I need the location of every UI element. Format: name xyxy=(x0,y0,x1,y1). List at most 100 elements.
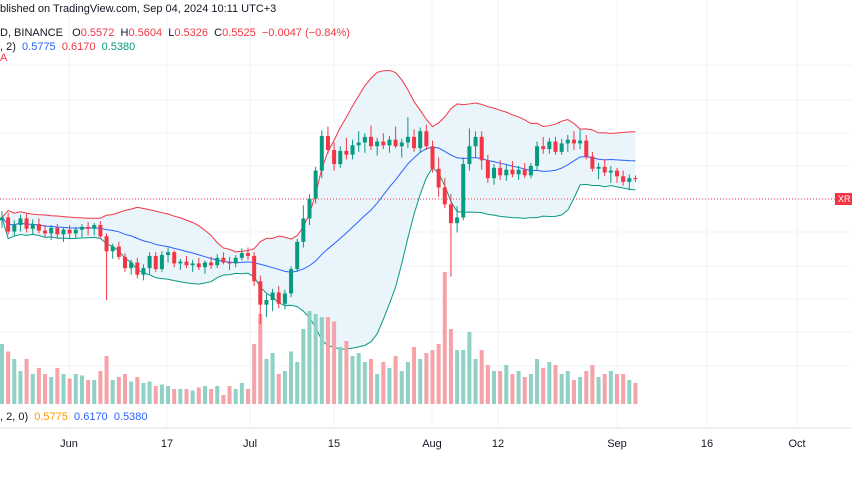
indicator-marker: A xyxy=(0,52,8,64)
candle-body xyxy=(405,136,410,143)
candle-body xyxy=(393,139,398,147)
volume-bar xyxy=(535,359,540,404)
candle-body xyxy=(289,269,294,294)
volume-bar xyxy=(479,350,484,404)
x-tick-label: 17 xyxy=(161,438,173,450)
candle-body xyxy=(430,146,435,169)
volume-bar xyxy=(123,374,127,404)
volume-bar xyxy=(153,386,158,404)
volume-bar xyxy=(522,377,527,404)
candle-body xyxy=(553,141,558,152)
volume-bar xyxy=(184,389,189,404)
candle-body xyxy=(258,281,263,305)
candle-body xyxy=(510,169,515,175)
volume-bar xyxy=(73,374,78,404)
candle-body xyxy=(455,217,460,224)
candle-body xyxy=(246,253,250,256)
x-tick-label: Jun xyxy=(60,438,78,450)
candle-body xyxy=(602,166,607,173)
candle-body xyxy=(307,198,312,219)
volume-bar xyxy=(430,350,435,404)
candle-body xyxy=(24,218,29,229)
candle-body xyxy=(202,262,207,268)
volume-bar xyxy=(393,356,398,404)
volume-bar xyxy=(227,386,232,404)
candle-body xyxy=(541,146,546,150)
candle-body xyxy=(467,146,472,165)
candle-body xyxy=(399,142,404,147)
symbol-legend: D, BINANCE O0.5572 H0.5604 L0.5326 C0.55… xyxy=(0,27,350,39)
volume-bar xyxy=(67,378,72,404)
volume-bar xyxy=(178,389,183,404)
bb-basis-value: 0.5775 xyxy=(22,41,56,53)
candle-body xyxy=(485,160,490,179)
volume-bar xyxy=(405,362,410,404)
volume-bar xyxy=(442,272,447,404)
candle-body xyxy=(615,170,619,177)
candle-body xyxy=(49,227,54,234)
candle-body xyxy=(492,167,496,179)
x-tick-label: 12 xyxy=(492,438,504,450)
bollinger-legend-lower: , 2, 0) 0.5775 0.6170 0.5380 xyxy=(0,411,147,423)
candle-body xyxy=(313,170,318,199)
candle-body xyxy=(215,257,220,266)
bollinger-upper-line xyxy=(1,69,636,253)
volume-bar xyxy=(578,377,583,404)
candle-body xyxy=(356,142,361,146)
candle-body xyxy=(172,252,177,264)
candle-body xyxy=(621,176,626,182)
bb-upper-value: 0.6170 xyxy=(61,41,96,53)
candle-body xyxy=(565,139,570,144)
candle-body xyxy=(159,255,164,270)
bb2-basis-value: 0.5775 xyxy=(34,411,68,423)
candle-body xyxy=(147,255,152,269)
candle-body xyxy=(362,136,367,143)
candle-body xyxy=(79,226,84,230)
volume-bar xyxy=(602,374,607,404)
candle-body xyxy=(436,168,441,188)
volume-bar xyxy=(258,314,263,404)
volume-bar xyxy=(221,395,226,404)
volume-bar xyxy=(584,371,589,404)
candle-body xyxy=(338,150,343,165)
candle-body xyxy=(55,227,60,235)
candle-body xyxy=(166,252,171,255)
candle-body xyxy=(270,292,275,300)
volume-bar xyxy=(325,317,330,404)
candle-body xyxy=(86,226,91,229)
volume-bar xyxy=(485,365,490,404)
candle-body xyxy=(627,178,632,182)
x-tick-label: Aug xyxy=(422,438,442,450)
candle-body xyxy=(282,293,287,304)
volume-bar xyxy=(264,359,269,404)
volume-bar xyxy=(289,351,294,404)
volume-bar xyxy=(86,380,91,404)
x-tick-label: Sep xyxy=(607,438,627,450)
x-tick-label: 16 xyxy=(701,438,713,450)
candle-body xyxy=(141,268,146,275)
candle-body xyxy=(123,256,127,269)
volume-bar xyxy=(295,362,300,404)
symbol-name: D, BINANCE xyxy=(0,27,63,39)
candle-body xyxy=(571,139,576,144)
volume-bar xyxy=(596,377,601,404)
candle-body xyxy=(448,204,453,224)
volume-bar xyxy=(313,314,318,404)
candle-body xyxy=(325,135,330,150)
volume-bar xyxy=(24,359,29,404)
volume-bar xyxy=(116,377,121,404)
candle-body xyxy=(578,140,583,144)
volume-bar xyxy=(129,381,134,404)
candle-body xyxy=(295,241,300,270)
volume-bar xyxy=(196,387,201,404)
high-value: 0.5604 xyxy=(128,27,163,39)
candle-body xyxy=(104,236,109,252)
volume-bar xyxy=(565,371,570,404)
volume-bar xyxy=(399,371,404,404)
candle-body xyxy=(381,141,386,146)
candle-body xyxy=(233,257,238,264)
volume-bar xyxy=(98,371,103,404)
volume-bar xyxy=(418,359,423,404)
